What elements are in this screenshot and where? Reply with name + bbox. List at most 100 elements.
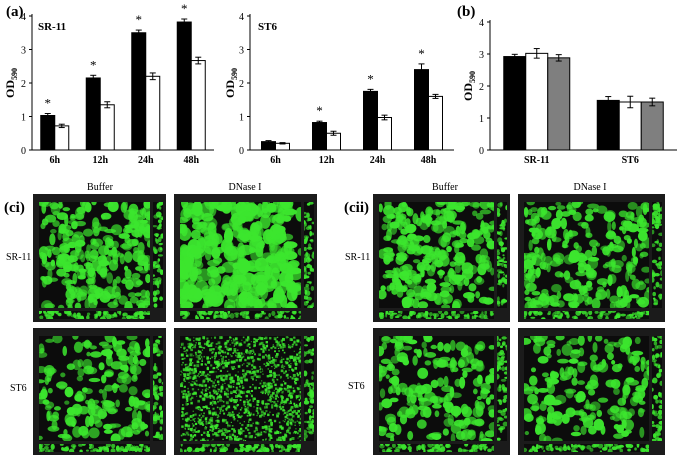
bar bbox=[596, 99, 620, 151]
cii-col-title-buffer: Buffer bbox=[432, 182, 458, 193]
micrograph-top-view bbox=[180, 336, 301, 441]
fluorescence-texture bbox=[153, 202, 163, 308]
panel-label-cii: (cii) bbox=[344, 200, 369, 216]
fluorescence-texture bbox=[652, 202, 662, 306]
fluorescence-texture bbox=[524, 444, 649, 452]
micrograph-side-view-vertical bbox=[652, 202, 662, 308]
bar bbox=[377, 117, 392, 151]
y-tick-label: 3 bbox=[479, 50, 484, 61]
micrograph-side-view-vertical bbox=[304, 336, 314, 441]
micrograph-side-view-horizontal bbox=[180, 311, 301, 319]
bar bbox=[40, 114, 56, 151]
bar bbox=[176, 21, 192, 151]
x-tick-label: 48h bbox=[421, 155, 437, 166]
y-axis-label: OD590 bbox=[462, 71, 477, 101]
y-tick-label: 2 bbox=[21, 79, 26, 90]
y-tick-label: 1 bbox=[21, 113, 26, 124]
panel-label-ci: (ci) bbox=[4, 200, 25, 216]
y-tick-label: 4 bbox=[479, 18, 484, 29]
cii-image-sr11-dnase bbox=[518, 194, 665, 322]
micrograph-side-view-horizontal bbox=[39, 311, 150, 319]
cii-row-title-sr11: SR-11 bbox=[345, 252, 371, 263]
micrograph-top-view bbox=[39, 336, 150, 441]
y-tick-label: 3 bbox=[239, 46, 244, 57]
y-axis-label: OD590 bbox=[223, 68, 239, 98]
x-tick-label: 6h bbox=[270, 155, 281, 166]
fluorescence-texture bbox=[497, 202, 507, 307]
bar bbox=[85, 77, 101, 151]
x-tick-label: 24h bbox=[370, 155, 386, 166]
y-axis-label-main: OD bbox=[462, 83, 475, 101]
x-tick-label: ST6 bbox=[622, 155, 639, 166]
micrograph-top-view bbox=[379, 202, 494, 308]
cii-row-title-st6: ST6 bbox=[348, 381, 365, 392]
cii-image-st6-buffer bbox=[373, 328, 510, 455]
bar bbox=[503, 56, 527, 151]
y-tick-label: 0 bbox=[21, 146, 26, 157]
fluorescence-texture bbox=[39, 336, 150, 441]
y-axis-label-main: OD bbox=[3, 80, 17, 98]
fluorescence-texture bbox=[180, 311, 301, 319]
y-tick-label: 2 bbox=[479, 82, 484, 93]
ci-row-title-sr11: SR-11 bbox=[6, 252, 32, 263]
panel-label-a: (a) bbox=[6, 4, 24, 20]
ci-image-st6-dnase bbox=[174, 328, 317, 455]
y-tick-label: 1 bbox=[479, 114, 484, 125]
bar bbox=[414, 69, 429, 151]
micrograph-top-view bbox=[524, 202, 649, 308]
x-tick-label: 12h bbox=[319, 155, 335, 166]
fluorescence-texture bbox=[304, 336, 314, 441]
micrograph-top-view bbox=[180, 202, 301, 308]
ci-image-st6-buffer bbox=[33, 328, 166, 455]
fluorescence-texture bbox=[379, 202, 494, 308]
fluorescence-texture bbox=[180, 444, 301, 452]
y-tick-label: 4 bbox=[239, 12, 244, 23]
significance-marker: * bbox=[181, 1, 188, 16]
fluorescence-texture bbox=[379, 444, 494, 452]
fluorescence-texture bbox=[153, 336, 163, 441]
y-tick-label: 2 bbox=[239, 79, 244, 90]
micrograph-side-view-vertical bbox=[652, 336, 662, 441]
micrograph-side-view-horizontal bbox=[524, 444, 649, 452]
bar bbox=[54, 125, 70, 151]
y-tick-label: 3 bbox=[21, 46, 26, 57]
x-tick-label: 24h bbox=[138, 155, 154, 166]
y-axis-label-subscript: 590 bbox=[230, 68, 239, 80]
ci-col-title-buffer: Buffer bbox=[87, 182, 113, 193]
chart-sr11-time-course: 0 1 2 3 4 SR-11 OD590 * 6h * 12h * 24h * 48h bbox=[3, 1, 214, 166]
significance-marker: * bbox=[418, 46, 425, 61]
chart-st6-time-course: 0 1 2 3 4 ST6 OD590 6h * 12h * 24h * 48h bbox=[223, 12, 454, 166]
micrograph-top-view bbox=[39, 202, 150, 308]
micrograph-top-view bbox=[379, 336, 494, 441]
fluorescence-texture bbox=[524, 311, 649, 319]
cii-image-st6-dnase bbox=[518, 328, 665, 455]
micrograph-side-view-horizontal bbox=[180, 444, 301, 452]
micrograph-side-view-vertical bbox=[497, 336, 507, 441]
cii-image-sr11-buffer bbox=[373, 194, 510, 322]
micrograph-side-view-horizontal bbox=[524, 311, 649, 319]
fluorescence-texture bbox=[524, 336, 649, 441]
x-tick-label: 48h bbox=[183, 155, 199, 166]
y-tick-label: 1 bbox=[239, 113, 244, 124]
fluorescence-texture bbox=[652, 336, 662, 441]
y-axis-label: OD590 bbox=[3, 68, 19, 98]
bar bbox=[363, 90, 378, 151]
micrograph-side-view-horizontal bbox=[379, 311, 494, 319]
micrograph-side-view-vertical bbox=[497, 202, 507, 308]
y-tick-label: 0 bbox=[239, 146, 244, 157]
chart-dnase-comparison: 0 1 2 3 4 OD590 SR-11 ST6 bbox=[462, 18, 677, 166]
y-axis-label-subscript: 590 bbox=[468, 71, 477, 83]
x-tick-label: 6h bbox=[49, 155, 60, 166]
significance-marker: * bbox=[136, 12, 143, 27]
fluorescence-texture bbox=[379, 311, 494, 319]
bar bbox=[428, 95, 443, 151]
bar bbox=[640, 101, 664, 151]
y-axis-label-main: OD bbox=[223, 80, 237, 98]
chart-title: SR-11 bbox=[38, 21, 66, 33]
panel-label-b: (b) bbox=[457, 4, 476, 20]
significance-marker: * bbox=[367, 71, 374, 86]
micrograph-top-view bbox=[524, 336, 649, 441]
significance-marker: * bbox=[45, 95, 52, 110]
x-tick-label: SR-11 bbox=[524, 155, 550, 166]
bar bbox=[618, 101, 642, 151]
